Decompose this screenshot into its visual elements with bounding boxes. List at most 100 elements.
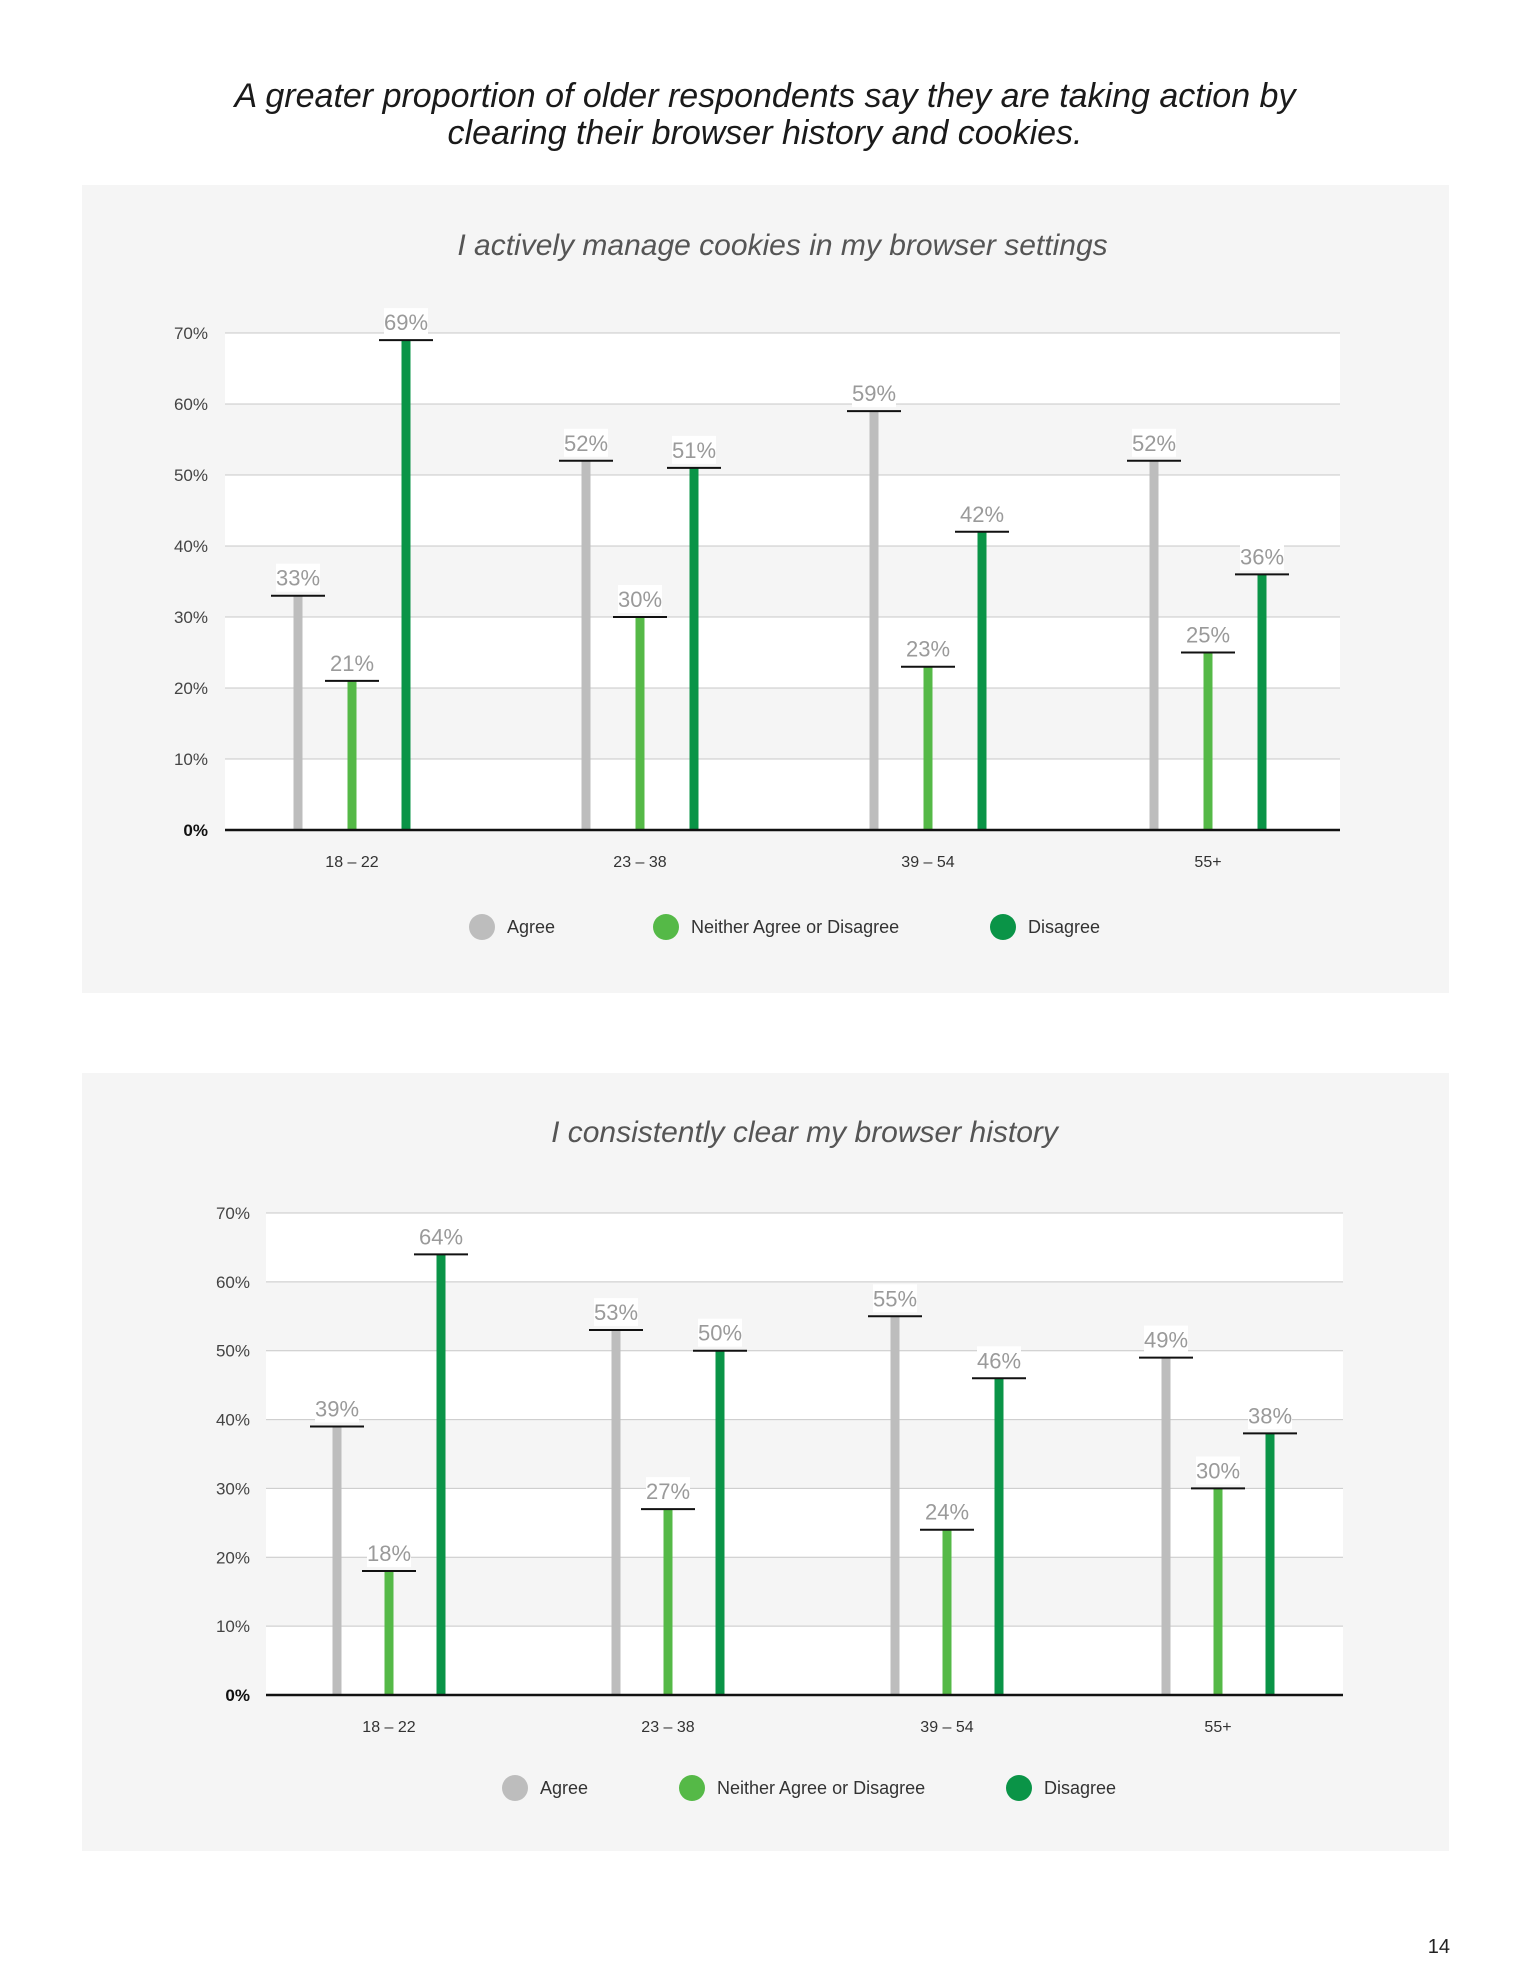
y-tick-label: 70% (174, 324, 208, 343)
data-label-box (960, 499, 1004, 528)
y-tick-label: 0% (183, 821, 208, 840)
plot-band (225, 688, 1340, 759)
data-label: 59% (852, 381, 896, 406)
data-label: 21% (330, 651, 374, 676)
data-label-box (672, 435, 716, 464)
plot-band (266, 1488, 1343, 1558)
cookies-bar-chart: I actively manage cookies in my browser … (174, 229, 1340, 940)
y-tick-label: 60% (174, 395, 208, 414)
bar-neither (923, 666, 933, 830)
data-label-box (1196, 1456, 1240, 1485)
bar-disagree (1265, 1433, 1275, 1695)
data-label: 52% (1132, 431, 1176, 456)
data-label: 36% (1240, 544, 1284, 569)
plot-band (266, 1557, 1343, 1627)
y-tick-label: 30% (174, 608, 208, 627)
bar-neither (1213, 1488, 1223, 1695)
data-label: 53% (594, 1300, 638, 1325)
page-number: 14 (1427, 1936, 1450, 1958)
bar-agree (1149, 460, 1159, 830)
y-tick-label: 50% (174, 466, 208, 485)
y-tick-label: 10% (216, 1617, 250, 1636)
chart-title: I consistently clear my browser history (551, 1116, 1060, 1149)
bar-disagree (689, 467, 699, 830)
y-tick-label: 20% (174, 679, 208, 698)
data-label: 24% (925, 1500, 969, 1525)
plot-band (225, 333, 1340, 404)
bar-neither (942, 1529, 952, 1695)
data-label-box (594, 1298, 638, 1327)
bar-agree (1161, 1357, 1171, 1695)
data-label-box (646, 1477, 690, 1506)
legend-swatch-neither (679, 1775, 705, 1801)
data-label-box (315, 1394, 359, 1423)
data-label: 30% (618, 587, 662, 612)
data-label: 42% (960, 502, 1004, 527)
plot-band (225, 617, 1340, 688)
data-label-box (852, 379, 896, 408)
data-label-box (384, 308, 428, 337)
data-label: 52% (564, 431, 608, 456)
bar-agree (611, 1330, 621, 1695)
data-label: 64% (419, 1224, 463, 1249)
y-tick-label: 20% (216, 1548, 250, 1567)
data-label: 46% (977, 1348, 1021, 1373)
x-tick-label: 23 – 38 (641, 1719, 694, 1736)
y-tick-label: 50% (216, 1342, 250, 1361)
x-tick-label: 18 – 22 (362, 1719, 415, 1736)
data-label-box (906, 634, 950, 663)
data-label: 55% (873, 1286, 917, 1311)
y-tick-label: 40% (216, 1411, 250, 1430)
data-label-box (925, 1497, 969, 1526)
legend-swatch-disagree (990, 914, 1016, 940)
chart-panel-history: I consistently clear my browser history 0… (82, 1073, 1449, 1851)
chart-title: I actively manage cookies in my browser … (457, 229, 1107, 262)
bar-disagree (977, 531, 987, 830)
page-title: A greater proportion of older respondent… (0, 78, 1530, 152)
y-tick-label: 10% (174, 750, 208, 769)
y-tick-label: 70% (216, 1204, 250, 1223)
bar-neither (384, 1571, 394, 1695)
bar-agree (293, 595, 303, 830)
legend-label: Neither Agree or Disagree (691, 917, 899, 937)
legend-swatch-agree (469, 914, 495, 940)
data-label-box (1144, 1325, 1188, 1354)
bar-agree (869, 411, 879, 830)
data-label-box (1186, 620, 1230, 649)
data-label-box (419, 1222, 463, 1251)
page-title-line-2: clearing their browser history and cooki… (447, 114, 1083, 152)
data-label: 27% (646, 1479, 690, 1504)
data-label-box (698, 1318, 742, 1347)
plot-band (266, 1350, 1343, 1420)
y-tick-label: 40% (174, 537, 208, 556)
legend-label: Disagree (1028, 917, 1100, 937)
data-label: 39% (315, 1396, 359, 1421)
x-tick-label: 55+ (1204, 1719, 1231, 1736)
data-label-box (367, 1539, 411, 1568)
data-label: 18% (367, 1541, 411, 1566)
history-bar-chart: I consistently clear my browser history 0… (216, 1116, 1343, 1801)
bar-disagree (401, 340, 411, 830)
legend-swatch-disagree (1006, 1775, 1032, 1801)
bar-agree (581, 460, 591, 830)
legend-swatch-agree (502, 1775, 528, 1801)
data-label-box (276, 563, 320, 592)
bar-neither (635, 617, 645, 830)
data-label-box (564, 428, 608, 457)
x-tick-label: 23 – 38 (613, 854, 666, 871)
data-label-box (1248, 1401, 1292, 1430)
bar-neither (347, 680, 357, 830)
data-label-box (977, 1346, 1021, 1375)
plot-band (266, 1419, 1343, 1489)
bar-neither (663, 1509, 673, 1695)
data-label: 38% (1248, 1403, 1292, 1428)
x-tick-label: 39 – 54 (920, 1719, 973, 1736)
legend-swatch-neither (653, 914, 679, 940)
data-label-box (1132, 428, 1176, 457)
data-label-box (618, 585, 662, 613)
plot-band (225, 546, 1340, 617)
data-label: 25% (1186, 623, 1230, 648)
y-tick-label: 0% (225, 1686, 250, 1705)
bar-disagree (994, 1378, 1004, 1695)
plot-band (266, 1626, 1343, 1695)
